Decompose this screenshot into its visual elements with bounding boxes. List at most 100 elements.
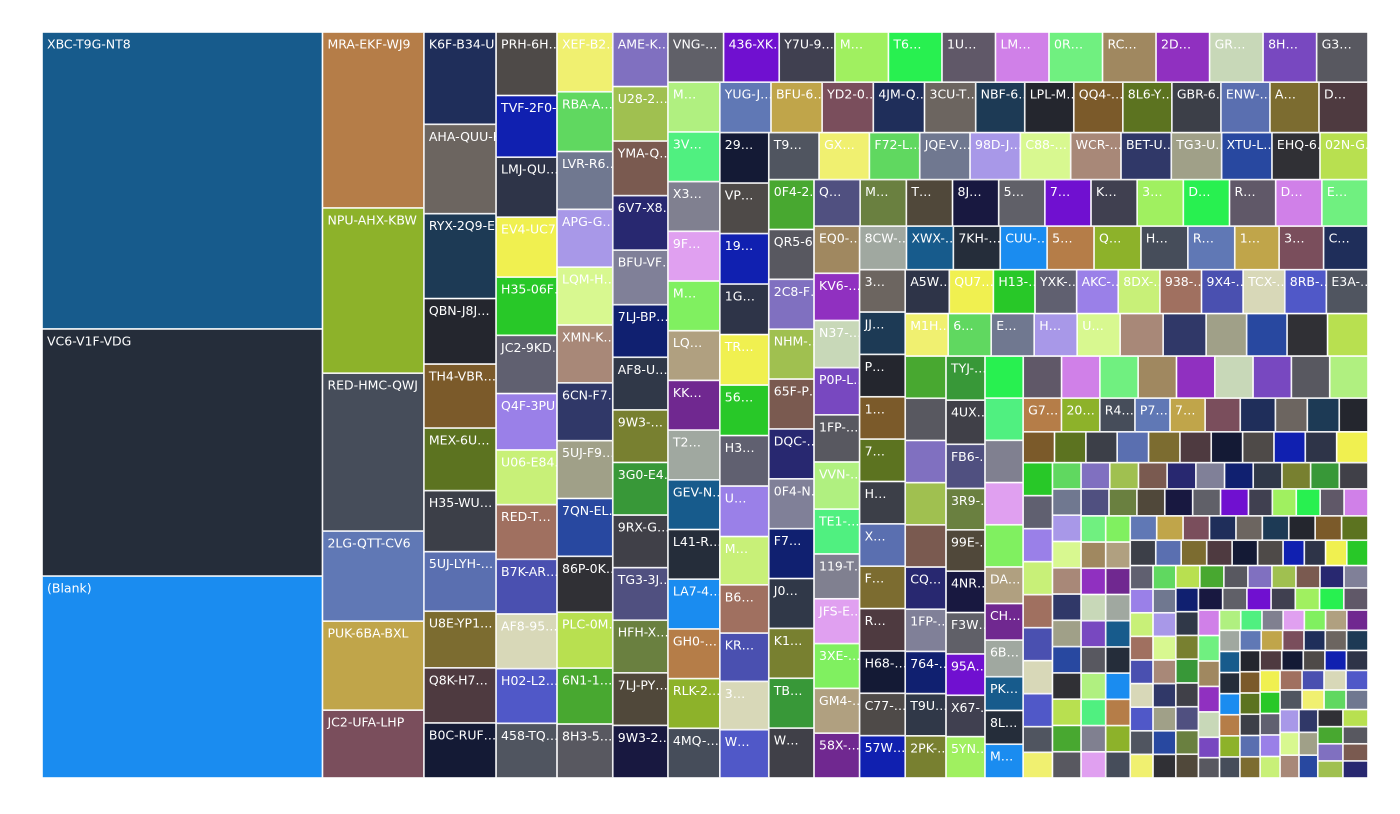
tile: 57W… [859, 735, 906, 779]
tile-rect [1298, 755, 1318, 778]
tile-rect [905, 651, 946, 694]
tile [1130, 754, 1154, 778]
tile [1138, 462, 1168, 489]
tile-rect [1209, 32, 1264, 83]
tile-rect [719, 681, 769, 730]
tile-label: ENW-… [1226, 87, 1272, 102]
tile [1324, 689, 1347, 710]
tile-rect [612, 567, 668, 621]
tile-rect [1239, 714, 1261, 736]
tile: M… [984, 744, 1024, 778]
tile-label: F7… [774, 533, 802, 548]
tile: U8E-YP1… [423, 611, 497, 668]
tile-label: 2PK-… [910, 740, 949, 755]
tile-rect [1304, 540, 1326, 566]
tile-rect [1023, 726, 1053, 753]
tile-label: EQ0-… [819, 231, 862, 246]
tile-label: PLC-0M… [562, 617, 621, 632]
tile-rect [667, 330, 720, 381]
tile-rect [1206, 540, 1233, 566]
tile [1248, 488, 1273, 516]
tile: 2D… [1156, 32, 1210, 83]
tile: R… [1229, 179, 1276, 227]
tile-label: TG3-U… [1175, 137, 1227, 152]
tile-label: TB… [773, 683, 803, 698]
tile [1105, 568, 1131, 595]
tile-rect [612, 620, 668, 673]
tile-rect [859, 269, 906, 313]
tile [1317, 726, 1343, 744]
tile: 56… [719, 385, 769, 436]
tile-label: 7… [865, 444, 885, 459]
tile-label: H35-06F… [501, 282, 566, 297]
tile-rect [1181, 540, 1207, 566]
tile-rect [970, 132, 1021, 180]
tile: 5UJ-F9… [556, 440, 613, 499]
tile [1130, 515, 1157, 541]
tile-rect [975, 82, 1025, 133]
tile: EQ0-… [814, 226, 862, 274]
tile: RLK-2… [667, 678, 720, 729]
tile-rect [859, 312, 906, 355]
tile-rect [768, 132, 820, 180]
tile-rect [1175, 659, 1199, 683]
tile-rect [905, 609, 946, 652]
tile-label: DQC-… [774, 433, 819, 448]
tile-label: LA7-4… [673, 584, 722, 599]
tile-label: 95A… [951, 658, 988, 673]
tile: 3R9-… [945, 488, 985, 530]
tile-rect [1295, 587, 1320, 611]
tile-rect [945, 612, 985, 654]
tile [1339, 398, 1369, 432]
tile [1317, 743, 1343, 761]
tile: 8H3-5… [556, 724, 613, 778]
tile [905, 440, 946, 483]
tile [1192, 488, 1221, 516]
tile-label: 1U… [947, 37, 977, 52]
tile-rect [42, 32, 323, 329]
tile-label: 764-… [910, 656, 951, 671]
tile-rect [1269, 82, 1319, 133]
tile-label: 6V7-X8… [618, 200, 675, 215]
tile-rect [496, 32, 557, 96]
tile: RYX-2Q9-EDW [423, 213, 497, 299]
tile [1130, 730, 1154, 755]
tile [1307, 398, 1340, 432]
tile-rect [1239, 671, 1261, 693]
tile [1153, 612, 1176, 637]
tile-rect [1280, 755, 1299, 778]
tile-label: 86P-0K… [562, 561, 618, 576]
tile-rect [1153, 707, 1176, 731]
tile-rect [556, 382, 613, 441]
tile [1023, 356, 1062, 399]
tile-rect [1023, 660, 1053, 694]
tile-rect [945, 529, 985, 572]
tile [1324, 650, 1347, 671]
tile-label: LM… [1000, 37, 1030, 52]
tile [1336, 431, 1369, 463]
tile [1342, 760, 1369, 779]
tile [1023, 627, 1053, 661]
tile: EV4-UC7… [496, 217, 557, 278]
tile [1239, 650, 1261, 672]
tile-label: VNG-… [673, 37, 718, 52]
tile-rect [1221, 132, 1272, 180]
tile-label: CUU-… [1005, 231, 1049, 246]
tile-rect [814, 553, 860, 599]
tile: A5W… [905, 269, 950, 314]
tile: LPL-M… [1024, 82, 1074, 133]
tile-rect [1105, 620, 1131, 647]
tile-label: GM4-… [819, 693, 864, 708]
tile-label: 9F… [673, 236, 701, 251]
tile-rect [859, 566, 906, 609]
tile-label: B7K-AR… [501, 564, 558, 579]
tile-rect [612, 32, 668, 87]
tile [1120, 313, 1164, 357]
tile-rect [556, 440, 613, 499]
tile [1023, 431, 1055, 463]
tile-rect [984, 710, 1024, 745]
tile-rect [984, 440, 1024, 483]
tile-rect [719, 385, 769, 436]
tile-rect [1198, 635, 1220, 661]
tile-label: 9W3-… [618, 414, 663, 429]
